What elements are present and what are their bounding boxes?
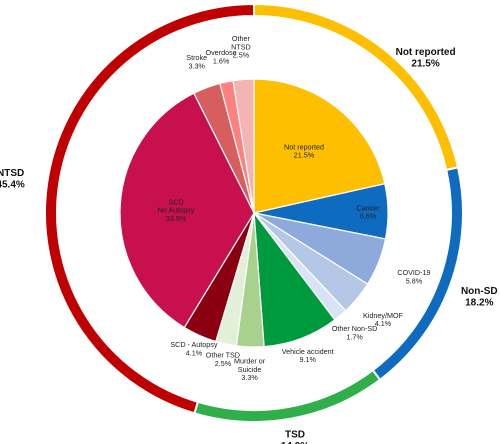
- pie-label-scd-autopsy-4-1: SCD - Autopsy 4.1%: [170, 340, 218, 357]
- pie-label-scd-no-autopsy-33-9: SCD No Autopsy 33.9%: [158, 197, 195, 223]
- ring-label-not-reported: Not reported 21.5%: [396, 47, 456, 70]
- pie-label-not-reported-21-5: Not reported 21.5%: [284, 142, 324, 159]
- pie-label-murder-or-suicide-3-3: Murder or Suicide 3.3%: [234, 357, 266, 383]
- inner-pie: [119, 78, 389, 348]
- pie-slice-not-reported-21-5: [253, 78, 386, 214]
- pie-label-overdose-1-6: Overdose 1.6%: [206, 48, 237, 65]
- outer-ring: [44, 2, 464, 423]
- outer-segment-tsd: [193, 368, 382, 423]
- pie-slice-scd-no-autopsy-33-9: [119, 92, 255, 329]
- pie-label-cancer-6-6: Cancer 6.6%: [356, 203, 380, 220]
- ring-label-ntsd: NTSD45.4%: [0, 168, 25, 191]
- inner-labels: Not reported 21.5% Cancer 6.6% COVID-19 5.8% K…: [158, 34, 431, 382]
- pie-label-other-non-sd-1-7: Other Non-SD 1.7%: [332, 324, 378, 341]
- pie-label-kidney-mof-4-1: Kidney/MOF 4.1%: [363, 311, 404, 328]
- pie-label-covid-19-5-8: COVID-19 5.8%: [397, 268, 430, 285]
- outer-segment-ntsd: [44, 2, 255, 415]
- pie-label-other-ntsd-2-5: Other NTSD 2.5%: [231, 34, 251, 60]
- pie-label-vehicle-accident-9-1: Vehicle accident 9.1%: [282, 347, 334, 364]
- pie-label-stroke-3-3: Stroke 3.3%: [186, 53, 207, 70]
- ring-label-tsd: TSD14.9%: [281, 430, 309, 444]
- pie-slice-other-ntsd-2-5: [232, 78, 255, 214]
- pie-label-other-tsd-2-5: Other TSD 2.5%: [206, 351, 240, 368]
- ring-label-non-sd: Non-SD 18.2%: [461, 286, 498, 309]
